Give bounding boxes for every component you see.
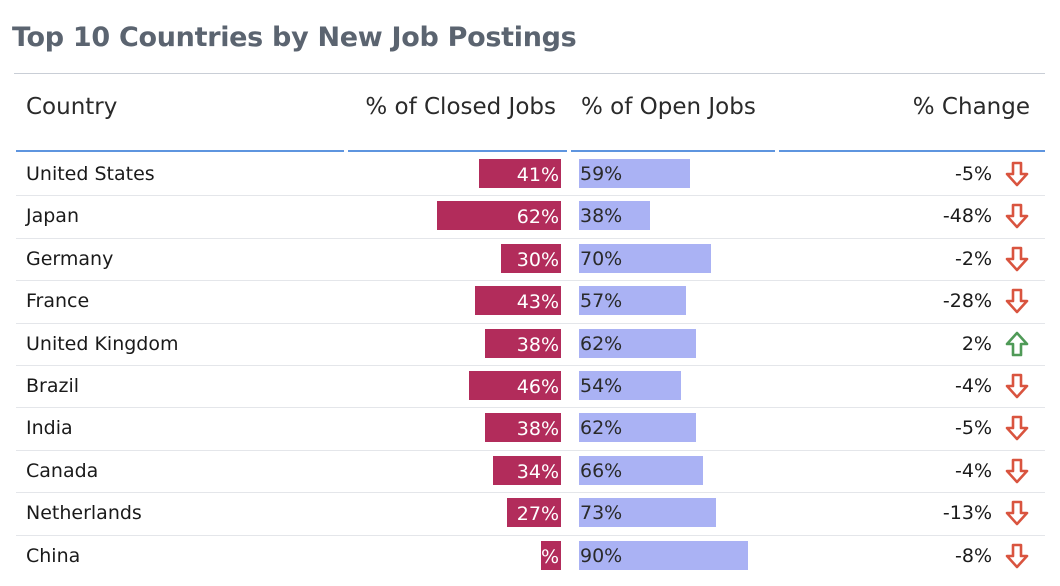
arrow-down-icon [1005, 161, 1029, 187]
arrow-down-icon [1005, 288, 1029, 314]
open-jobs-bar [579, 413, 696, 443]
row-divider [16, 492, 1045, 494]
row-divider [16, 534, 1045, 536]
arrow-down-icon [1005, 458, 1029, 484]
arrow-down-icon [1005, 246, 1029, 272]
open-jobs-label: 66% [580, 459, 623, 482]
row-divider [16, 322, 1045, 324]
closed-jobs-label: 43% [516, 291, 559, 314]
chart-title: Top 10 Countries by New Job Postings [12, 22, 577, 53]
country-name: United States [26, 163, 155, 185]
table-row: Canada 34% 66% -4% [16, 450, 1045, 492]
open-jobs-label: 62% [580, 332, 623, 355]
closed-jobs-bar: 38% [485, 328, 561, 358]
country-name: United Kingdom [26, 332, 179, 355]
change-value: -48% [942, 205, 992, 228]
closed-jobs-label: 38% [516, 333, 559, 356]
table-row: France 43% 57% -28% [16, 280, 1045, 322]
change-value: -5% [955, 417, 992, 440]
table-row: India 38% 62% -5% [16, 407, 1045, 449]
open-jobs-bar [579, 498, 717, 528]
arrow-down-icon [1005, 543, 1029, 569]
row-divider [16, 449, 1045, 451]
change-value: -5% [955, 163, 992, 185]
closed-jobs-label: 38% [516, 418, 559, 441]
open-jobs-bar [579, 328, 696, 358]
header-gap [344, 150, 348, 152]
open-jobs-bar [579, 540, 749, 570]
change-value: 2% [961, 332, 992, 355]
open-jobs-bar [579, 201, 651, 231]
table-row: Netherlands 27% 73% -13% [16, 492, 1045, 534]
header-country: Country [26, 94, 118, 120]
header-gap [567, 150, 571, 152]
open-jobs-bar [579, 243, 711, 273]
closed-jobs-bar: 34% [493, 455, 561, 485]
change-value: -4% [955, 375, 992, 397]
table-row: China% 90% -8% [16, 535, 1045, 577]
arrow-down-icon [1005, 500, 1029, 526]
closed-jobs-bar: 27% [507, 498, 561, 528]
closed-jobs-bar: % [541, 540, 561, 570]
table-row: United States 41% 59% -5% [16, 153, 1045, 195]
closed-jobs-bar: 62% [437, 201, 561, 231]
change-value: -8% [955, 544, 992, 567]
closed-jobs-label: 62% [516, 206, 559, 229]
closed-jobs-bar: 46% [469, 371, 561, 400]
closed-jobs-bar: 30% [501, 243, 561, 273]
open-jobs-bar [579, 159, 690, 188]
open-jobs-label: 59% [580, 163, 623, 185]
closed-jobs-label: % [541, 545, 559, 568]
arrow-down-icon [1005, 373, 1029, 399]
open-jobs-label: 54% [580, 375, 623, 397]
arrow-down-icon [1005, 415, 1029, 441]
open-jobs-label: 90% [580, 544, 623, 567]
open-jobs-label: 70% [580, 247, 623, 270]
open-jobs-label: 62% [580, 417, 623, 440]
country-name: Brazil [26, 375, 80, 397]
row-divider [16, 365, 1045, 366]
title-divider [14, 73, 1045, 74]
table-row: Brazil 46% 54% -4% [16, 365, 1045, 407]
change-value: -2% [955, 247, 992, 270]
country-name: Canada [26, 459, 99, 482]
header-closed-jobs: % of Closed Jobs [365, 94, 556, 120]
header-change: % Change [912, 94, 1030, 120]
open-jobs-bar [579, 286, 687, 316]
closed-jobs-label: 46% [516, 376, 559, 398]
open-jobs-bar [579, 371, 681, 400]
closed-jobs-label: 30% [516, 248, 559, 271]
closed-jobs-bar: 38% [485, 413, 561, 443]
open-jobs-label: 73% [580, 502, 623, 525]
open-jobs-bar [579, 455, 704, 485]
open-jobs-label: 38% [580, 205, 623, 228]
closed-jobs-label: 41% [516, 164, 559, 186]
country-name: France [26, 290, 90, 313]
row-divider [16, 407, 1045, 409]
table-row: Japan 62% 38% -48% [16, 195, 1045, 237]
country-name: Netherlands [26, 502, 142, 525]
row-divider [16, 237, 1045, 239]
country-name: Germany [26, 247, 114, 270]
header-gap [775, 150, 779, 152]
arrow-up-icon [1005, 331, 1029, 357]
closed-jobs-label: 34% [516, 460, 559, 483]
header-divider [16, 150, 1045, 152]
change-value: -13% [942, 502, 992, 525]
closed-jobs-bar: 41% [479, 159, 561, 188]
change-value: -28% [942, 290, 992, 313]
table-row: United Kingdom 38% 62% 2% [16, 323, 1045, 365]
closed-jobs-label: 27% [516, 503, 559, 526]
row-divider [16, 280, 1045, 282]
closed-jobs-bar: 43% [475, 286, 561, 316]
open-jobs-label: 57% [580, 290, 623, 313]
country-name: China [26, 544, 81, 567]
country-name: India [26, 417, 73, 440]
table-row: Germany 30% 70% -2% [16, 238, 1045, 280]
change-value: -4% [955, 459, 992, 482]
header-open-jobs: % of Open Jobs [581, 94, 756, 120]
country-name: Japan [26, 205, 79, 228]
row-divider [16, 195, 1045, 197]
arrow-down-icon [1005, 203, 1029, 229]
